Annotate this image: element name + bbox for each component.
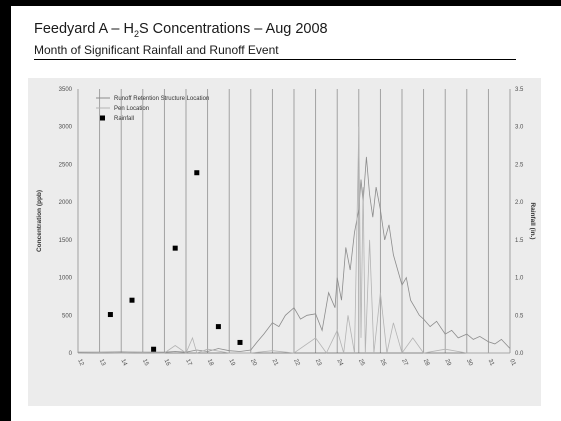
y-tick-label: 2500	[59, 162, 73, 168]
y2-tick-label: 1.0	[515, 276, 524, 282]
chart-panel: 0 500 1000 1500 2000 2500 3000 3500 0.0 0.5 1.0 1.5…	[28, 78, 541, 406]
y2-tick-label: 3.5	[515, 87, 524, 93]
subtitle-underline	[34, 59, 516, 60]
x-tick-label: 22	[292, 358, 301, 367]
series-layer	[77, 126, 511, 354]
slide-left-rule	[7, 6, 11, 421]
rainfall-point	[107, 312, 113, 318]
x-tick-label: 31	[487, 358, 496, 367]
x-tick-label: 01	[508, 358, 517, 367]
x-tick-label: 26	[379, 358, 388, 367]
x-tick-label: 27	[400, 358, 409, 367]
x-tick-label: 28	[422, 358, 431, 367]
y-axis-title: Concentration (ppb)	[36, 190, 43, 252]
x-tick-label: 30	[465, 358, 474, 367]
x-tick-label: 21	[271, 358, 280, 367]
title-prefix: Feedyard A – H	[34, 21, 134, 37]
slide: Feedyard A – H2S Concentrations – Aug 20…	[7, 6, 561, 421]
legend-label: Rainfall	[114, 116, 134, 122]
rainfall-point	[151, 346, 157, 352]
y2-tick-label: 0.0	[515, 351, 524, 357]
x-tick-label: 17	[184, 358, 193, 367]
x-tick-label: 16	[163, 358, 172, 367]
rainfall-point	[194, 170, 200, 176]
rainfall-point	[215, 324, 221, 330]
x-tick-label: 29	[443, 358, 452, 367]
legend-label: Runoff Retention Structure Location	[114, 96, 209, 102]
x-tick-label: 15	[141, 358, 150, 367]
x-tick-label: 18	[206, 358, 215, 367]
rainfall-point	[129, 297, 135, 303]
x-tick-label: 12	[76, 358, 85, 367]
y2-tick-label: 0.5	[515, 313, 524, 319]
y-tick-label: 3500	[59, 87, 73, 93]
rainfall-point	[237, 339, 243, 345]
x-tick-label: 20	[249, 358, 258, 367]
slide-subtitle: Month of Significant Rainfall and Runoff…	[34, 43, 279, 57]
x-tick-label: 25	[357, 358, 366, 367]
gridlines	[77, 89, 511, 353]
y2-tick-label: 2.0	[515, 200, 524, 206]
y-tick-label: 3000	[59, 125, 73, 131]
y-tick-label: 0	[69, 351, 73, 357]
legend-swatch-marker	[100, 115, 105, 121]
x-tick-label: 19	[227, 358, 236, 367]
x-tick-label: 13	[98, 358, 107, 367]
rainfall-point	[172, 245, 178, 251]
y-tick-label: 1500	[59, 238, 73, 244]
y-tick-label: 500	[62, 313, 73, 319]
y-tick-label: 1000	[59, 276, 73, 282]
chart-svg: 0 500 1000 1500 2000 2500 3000 3500 0.0 0.5 1.0 1.5…	[36, 87, 536, 367]
title-suffix: S Concentrations – Aug 2008	[138, 21, 328, 37]
x-tick-label: 14	[119, 358, 128, 367]
legend: Runoff Retention Structure Location Pen L…	[96, 96, 209, 122]
y2-tick-label: 2.5	[515, 162, 524, 168]
y2-axis-title: Rainfall (in.)	[529, 202, 536, 239]
x-tick-label: 24	[335, 358, 344, 367]
axes: 0 500 1000 1500 2000 2500 3000 3500 0.0 0.5 1.0 1.5…	[36, 87, 536, 367]
y-tick-label: 2000	[59, 200, 73, 206]
slide-title: Feedyard A – H2S Concentrations – Aug 20…	[34, 21, 328, 39]
y2-tick-label: 3.0	[515, 125, 524, 131]
title-subscript: 2	[133, 28, 139, 39]
x-tick-label: 23	[314, 358, 323, 367]
y2-tick-label: 1.5	[515, 238, 524, 244]
legend-label: Pen Location	[114, 106, 149, 112]
series-line-1	[77, 126, 510, 354]
